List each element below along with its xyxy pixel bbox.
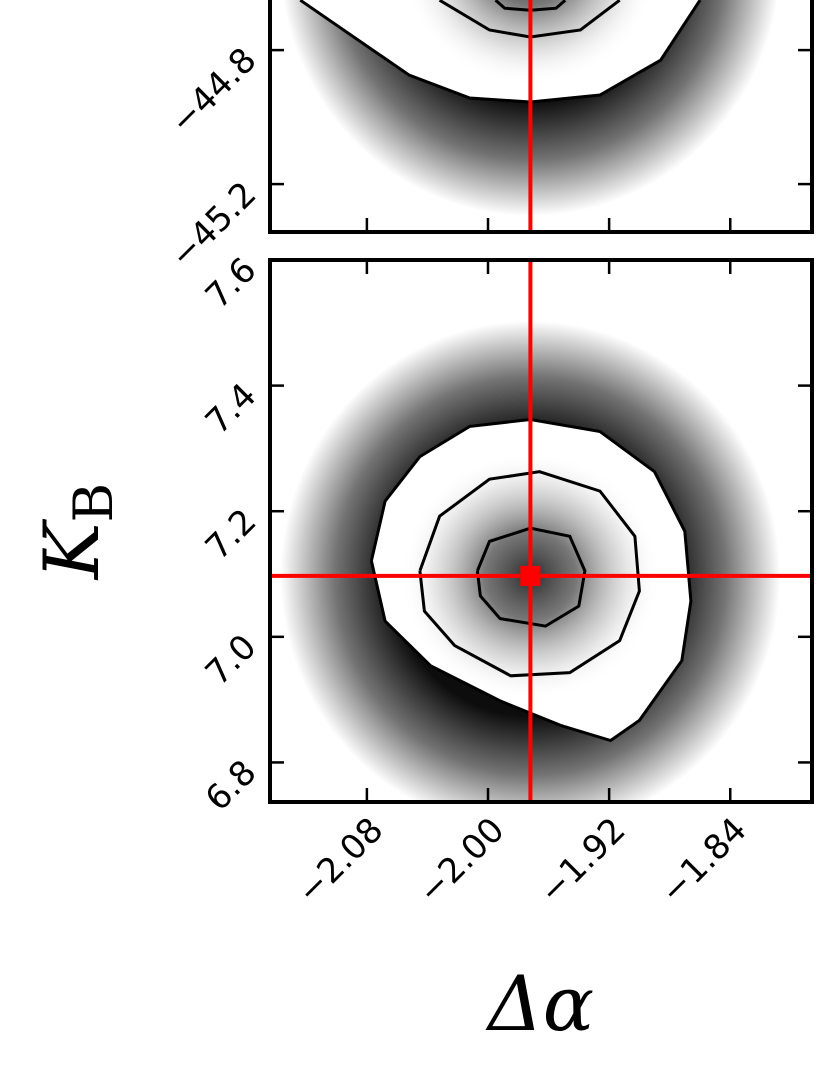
contour-line <box>475 526 587 628</box>
panel-frame <box>268 0 814 234</box>
y-axis-label-sub: B <box>62 483 125 523</box>
x-tick-label: −1.92 <box>532 810 634 912</box>
y-tick-label: 7.6 <box>198 250 265 317</box>
plot-area <box>283 0 778 232</box>
x-axis-label: Δα <box>485 959 594 1048</box>
x-tick-label: −2.00 <box>410 810 512 912</box>
y-tick-label: 7.0 <box>198 627 265 694</box>
panel-frame <box>268 258 814 804</box>
x-tick-label: −2.08 <box>289 810 391 912</box>
y-axis-label-main: K <box>27 518 116 581</box>
y-axis-label: KB <box>27 483 125 581</box>
plot-area <box>270 260 812 802</box>
y-tick-label: −44.8 <box>162 40 264 142</box>
y-tick-label: 6.8 <box>198 753 265 820</box>
truth-marker <box>520 565 541 586</box>
y-tick-label: 7.4 <box>198 376 265 443</box>
y-tick-label: 7.2 <box>198 501 265 568</box>
x-tick-label: −1.84 <box>653 810 755 912</box>
panel: −2.08 −2.00 −1.92 −1.84 6.8 7.0 7.2 7.4 7.6 Δα KB <box>27 250 814 1048</box>
contour-line <box>369 417 693 743</box>
y-tick-label: −45.2 <box>162 174 264 276</box>
contour-line <box>418 470 641 678</box>
panel: −45.2 −44.8 <box>162 0 814 276</box>
